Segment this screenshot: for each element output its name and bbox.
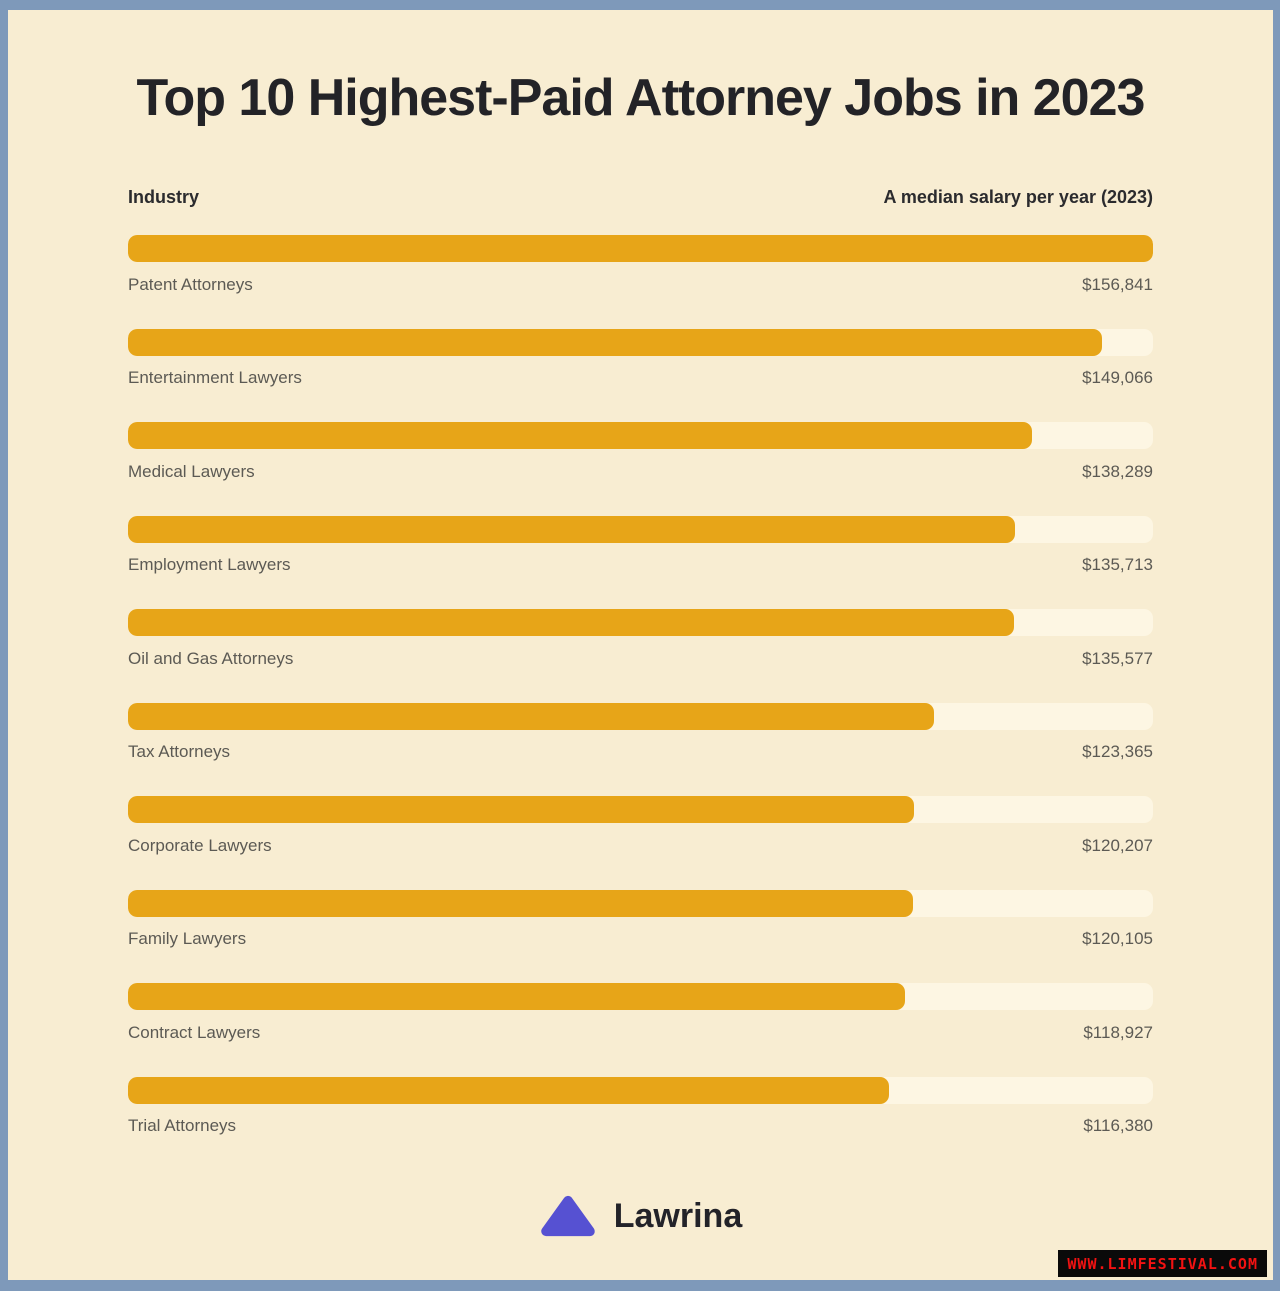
salary-bar [128,515,1015,543]
row-labels: Entertainment Lawyers $149,066 [128,368,1153,389]
salary-bar [128,609,1015,636]
industry-label: Family Lawyers [128,929,247,948]
row-labels: Tax Attorneys $123,365 [128,742,1153,763]
salary-bar [128,1076,889,1104]
chart-row: Contract Lawyers $118,927 [128,983,1153,1043]
salary-bar [128,983,906,1010]
watermark-badge: WWW.LIMFESTIVAL.COM [1058,1250,1267,1277]
salary-value: $156,841 [1082,274,1153,294]
bar-track [128,609,1153,636]
brand-footer: Lawrina [8,1190,1273,1242]
column-headers: Industry A median salary per year (2023) [128,187,1153,208]
salary-value: $123,365 [1082,742,1153,761]
row-labels: Employment Lawyers $135,713 [128,555,1153,576]
row-labels: Trial Attorneys $116,380 [128,1116,1153,1137]
row-labels: Patent Attorneys $156,841 [128,274,1153,295]
bar-chart: Patent Attorneys $156,841 Entertainment … [128,235,1153,1170]
bar-track [128,422,1153,449]
bar-track [128,1076,1153,1104]
salary-column-header: A median salary per year (2023) [883,187,1153,207]
row-labels: Contract Lawyers $118,927 [128,1022,1153,1043]
industry-label: Trial Attorneys [128,1116,237,1135]
salary-value: $138,289 [1082,461,1153,481]
bar-track [128,328,1153,356]
salary-value: $116,380 [1083,1116,1153,1135]
bar-track [128,702,1153,730]
row-labels: Family Lawyers $120,105 [128,929,1153,950]
industry-column-header: Industry [128,187,200,207]
chart-row: Employment Lawyers $135,713 [128,515,1153,576]
salary-bar [128,328,1103,356]
industry-label: Contract Lawyers [128,1022,261,1042]
industry-label: Corporate Lawyers [128,835,272,855]
lawrina-triangle-logo-icon [540,1195,595,1237]
salary-value: $149,066 [1082,368,1153,387]
bar-track [128,983,1153,1010]
chart-row: Corporate Lawyers $120,207 [128,796,1153,856]
salary-value: $135,577 [1082,648,1153,668]
bar-track [128,515,1153,543]
chart-row: Family Lawyers $120,105 [128,889,1153,950]
infographic-canvas: Top 10 Highest-Paid Attorney Jobs in 202… [8,10,1273,1280]
industry-label: Entertainment Lawyers [128,368,302,387]
salary-bar [128,796,914,823]
industry-label: Patent Attorneys [128,274,253,294]
salary-bar [128,889,913,917]
salary-value: $118,927 [1083,1022,1153,1042]
salary-value: $120,105 [1082,929,1153,948]
chart-row: Oil and Gas Attorneys $135,577 [128,609,1153,669]
row-labels: Corporate Lawyers $120,207 [128,835,1153,856]
industry-label: Oil and Gas Attorneys [128,648,294,668]
bar-track [128,796,1153,823]
chart-row: Trial Attorneys $116,380 [128,1076,1153,1137]
page-title: Top 10 Highest-Paid Attorney Jobs in 202… [136,69,1146,127]
row-labels: Oil and Gas Attorneys $135,577 [128,648,1153,669]
salary-value: $120,207 [1082,835,1153,855]
chart-row: Patent Attorneys $156,841 [128,235,1153,295]
salary-bar [128,235,1153,262]
salary-value: $135,713 [1082,555,1153,574]
chart-row: Entertainment Lawyers $149,066 [128,328,1153,389]
salary-bar [128,702,935,730]
bar-track [128,235,1153,262]
industry-label: Employment Lawyers [128,555,291,574]
brand-name: Lawrina [613,1196,743,1235]
industry-label: Medical Lawyers [128,461,255,481]
salary-bar [128,422,1032,449]
row-labels: Medical Lawyers $138,289 [128,461,1153,482]
chart-row: Tax Attorneys $123,365 [128,702,1153,763]
chart-row: Medical Lawyers $138,289 [128,422,1153,482]
bar-track [128,889,1153,917]
industry-label: Tax Attorneys [128,742,231,761]
